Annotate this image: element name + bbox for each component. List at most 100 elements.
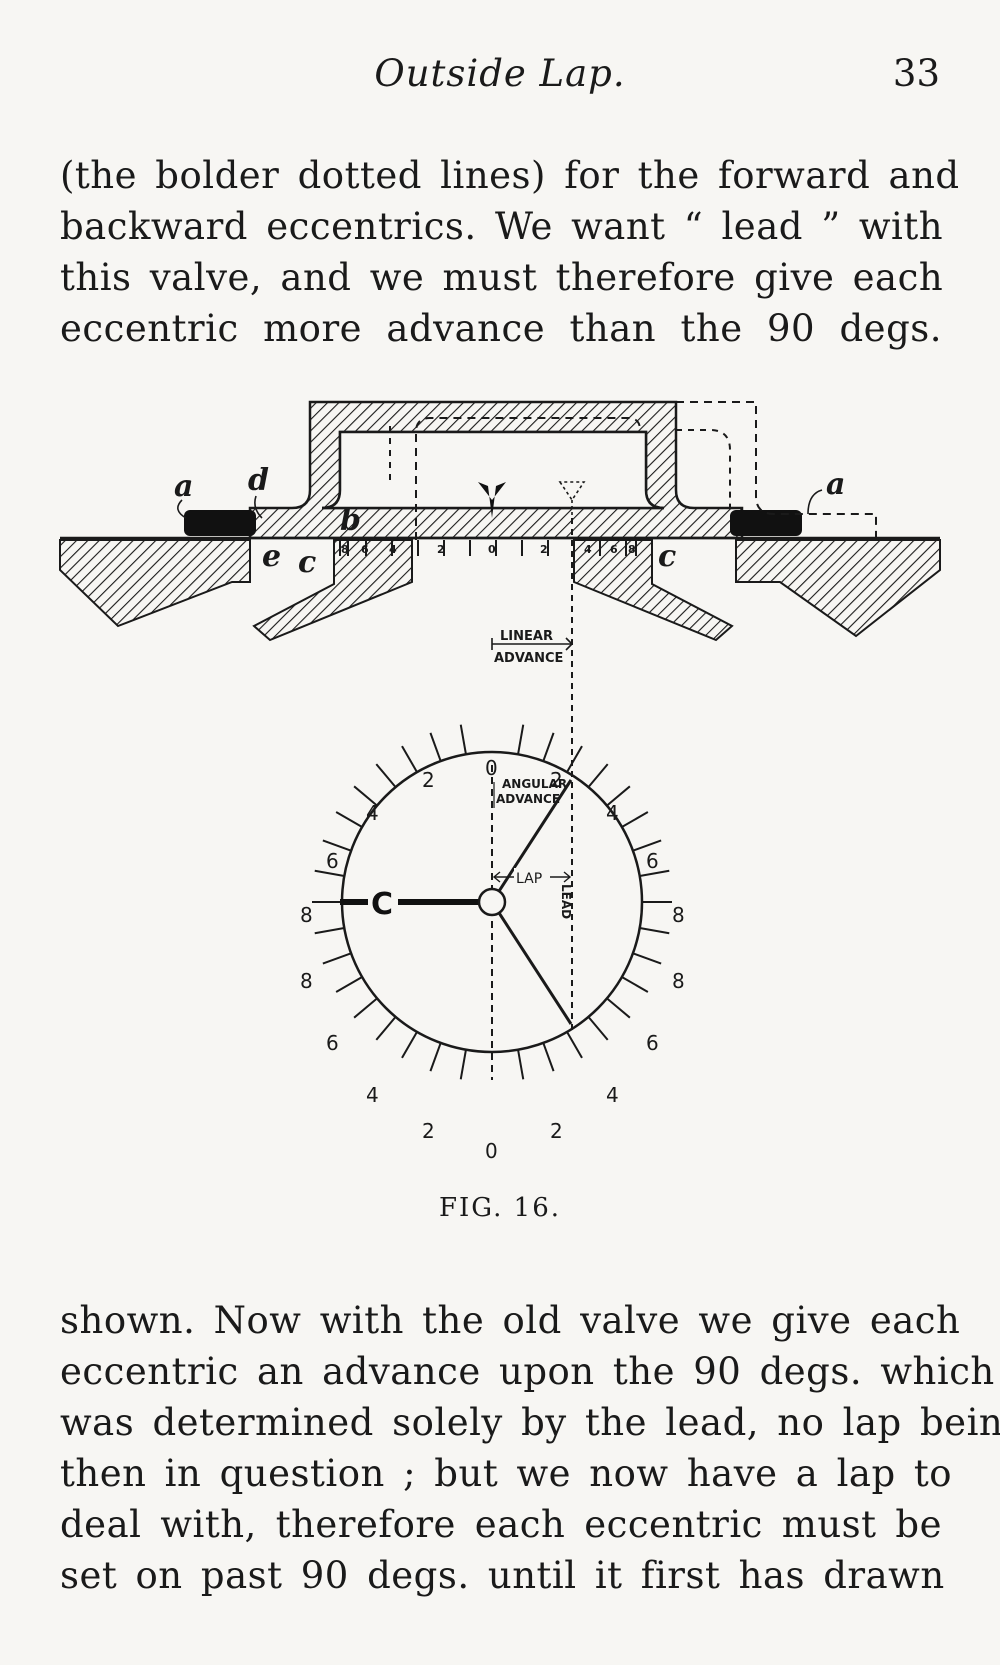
dial-label: 8 [672,969,685,993]
scale-label: 4 [389,543,397,556]
dial-tick [566,1031,583,1059]
dial-tick [587,763,609,788]
dial-tick [353,997,378,1019]
lap-block-right [730,510,802,536]
dial-label: 4 [366,1083,379,1107]
scale-label: 6 [361,543,369,556]
dial-tick [335,811,363,828]
solid-pointer-mark [478,482,506,518]
text-line: (the bolder dotted lines) for the forwar… [60,154,960,197]
dial-tick [639,927,670,935]
dial-tick [517,1049,525,1080]
label-d: d [248,463,269,498]
dial-tick [542,1042,555,1072]
page-number: 33 [892,52,940,95]
port-block-right [735,539,941,638]
dial-tick [542,732,555,762]
dial-label: 8 [300,903,313,927]
dashed-valve-outline [415,417,641,540]
dial-tick [429,732,442,762]
eccentric-dial: C LAP LEAD ANGULAR ADVANCE [312,724,672,1080]
port-passage-left [252,539,413,642]
valve-diagram-figure: 8 6 4 2 0 2 4 6 8 a d b e c c a LINEAR A… [59,400,941,1163]
paragraph-bottom: shown. Now with the old valve we give ea… [60,1295,1000,1601]
dial-tick [314,869,345,877]
text-line: eccentric an advance upon the 90 degs. w… [60,1350,995,1393]
dial-tick [606,997,631,1019]
text-line: eccentric more advance than the 90 degs. [60,307,942,350]
dial-label: 2 [550,768,563,792]
paragraph-top: (the bolder dotted lines) for the forwar… [60,150,960,354]
dashed-pointer-mark [558,481,586,518]
dial-label: 2 [422,768,435,792]
label-a-right: a [826,467,845,502]
dial-label: 4 [606,801,619,825]
figure-caption: FIG. 16. [438,1193,562,1223]
scale-label: 2 [437,543,445,556]
label-c-left: c [298,545,316,580]
label-a-left: a [174,469,193,504]
label-c-right: c [658,539,676,574]
dial-label: 8 [300,969,313,993]
dial-tick [566,745,583,773]
dial-label: 2 [422,1119,435,1143]
dial-tick [429,1042,442,1072]
dial-tick [375,763,397,788]
dial-tick [459,1049,467,1080]
dial-tick [375,1016,397,1041]
angular-advance-label: ADVANCE [496,792,560,806]
dial-tick [353,785,378,807]
lap-label: LAP [516,871,542,887]
dial-tick [335,976,363,993]
label-e: e [262,539,281,574]
crank-label: C [371,887,393,922]
lap-block-left [184,510,256,536]
dial-tick [606,785,631,807]
scale-label: 4 [584,543,592,556]
port-block-left [59,539,251,628]
scale-label: 2 [540,543,548,556]
angular-label: ANGULAR [502,777,567,791]
dial-label: 4 [606,1083,619,1107]
dial-label: 8 [672,903,685,927]
text-line: this valve, and we must therefore give e… [60,256,944,299]
scale-ticks [339,540,637,556]
port-passage-right [573,539,734,642]
dial-tick [322,839,352,852]
dial-label: 6 [326,849,339,873]
dial-tick [401,745,418,773]
dial-tick [314,927,345,935]
dial-label: 0 [485,1139,498,1163]
scale-label: 0 [488,543,496,556]
eccentric-arm-upper [490,779,573,903]
dial-label: 6 [326,1031,339,1055]
eccentric-arm-lower [490,901,573,1025]
dial-tick [587,1016,609,1041]
label-b: b [340,503,361,538]
text-line: deal with, therefore each eccentric must… [60,1503,942,1546]
dial-tick [322,952,352,965]
dial-tick [401,1031,418,1059]
page-header: Outside Lap. 33 [60,52,940,112]
dial-tick [459,724,467,755]
lead-label: LEAD [559,884,573,919]
dial-tick [517,724,525,755]
text-line: shown. Now with the old valve we give ea… [60,1299,961,1342]
linear-label: LINEAR [500,629,553,644]
running-head: Outside Lap. [374,52,626,95]
dial-label: 4 [366,801,379,825]
dial-label: 2 [550,1119,563,1143]
dial-label: 0 [485,756,498,780]
dial-label: 6 [646,1031,659,1055]
scale-label: 8 [628,543,636,556]
advance-label: ADVANCE [494,651,563,666]
dial-tick [632,839,662,852]
dial-label: 6 [646,849,659,873]
scale-label: 6 [610,543,618,556]
dial-tick [639,869,670,877]
dial-tick [621,976,649,993]
scale-label: 8 [341,543,349,556]
text-line: backward eccentrics. We want “ lead ” wi… [60,205,944,248]
text-line: set on past 90 degs. until it first has … [60,1554,945,1597]
dial-tick [632,952,662,965]
